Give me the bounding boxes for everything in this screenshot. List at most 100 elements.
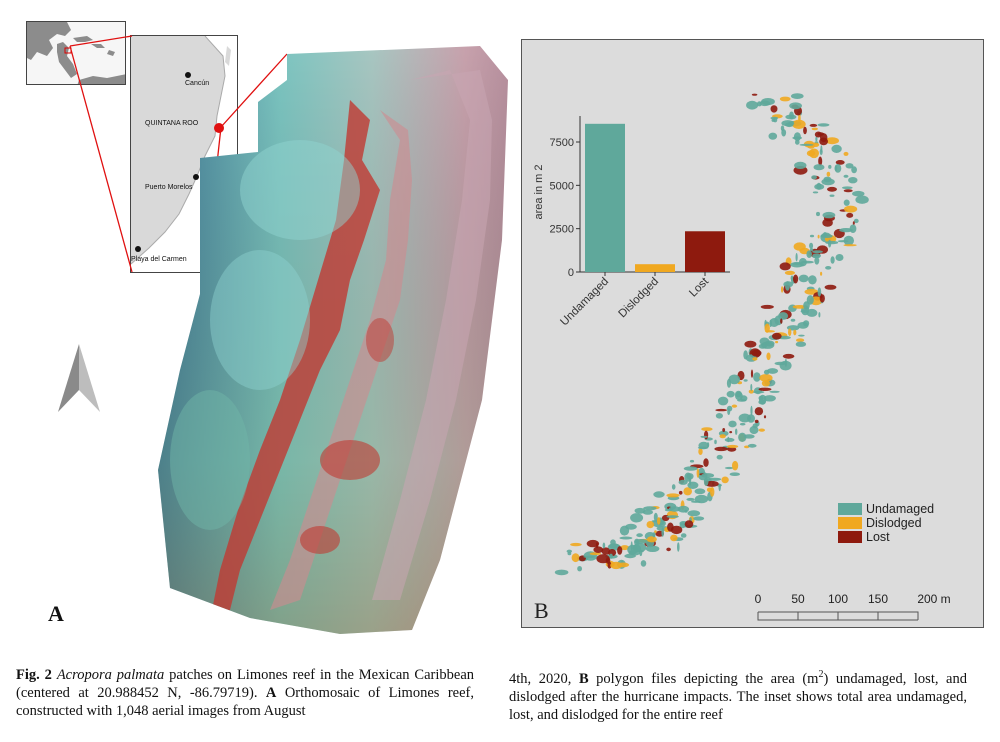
reef-patch — [687, 510, 701, 517]
reef-patch — [834, 164, 842, 173]
reef-patch — [601, 547, 611, 555]
reef-patch — [819, 294, 825, 303]
panel-b-label: B — [534, 598, 549, 623]
reef-patch — [758, 387, 772, 391]
scale-label-0: 0 — [755, 592, 762, 606]
reef-patch — [825, 240, 839, 245]
reef-patch — [779, 262, 791, 271]
reef-patch — [816, 182, 822, 190]
reef-patch — [728, 420, 737, 428]
reef-patch — [724, 437, 735, 442]
reef-patch — [768, 132, 778, 140]
reef-patch — [788, 328, 792, 337]
reef-patch — [671, 484, 676, 490]
reef-patch — [759, 100, 771, 107]
reef-patch — [687, 481, 699, 489]
reef-patch — [799, 143, 814, 146]
figure-caption-right: 4th, 2020, B polygon files depicting the… — [509, 666, 967, 724]
reef-patch — [701, 473, 715, 478]
reef-patch — [803, 301, 810, 310]
reef-patch — [684, 520, 694, 528]
panel-a: Cancún QUINTANA ROO Puerto Morelos Playa… — [0, 0, 520, 650]
legend-item-lost: Lost — [838, 530, 934, 544]
reef-patch — [766, 368, 779, 374]
reef-patch — [849, 224, 857, 233]
reef-patch — [739, 422, 746, 426]
reef-patch — [754, 419, 759, 424]
reef-patch — [769, 390, 780, 393]
reef-patch — [718, 483, 721, 492]
reef-patch — [577, 566, 582, 572]
reef-patch — [843, 199, 850, 206]
reef-patch — [769, 318, 779, 327]
reef-patch — [748, 389, 754, 394]
reef-patch — [846, 212, 854, 218]
panel-a-label: A — [48, 601, 64, 626]
reef-patch — [703, 477, 709, 486]
reef-patch — [724, 466, 734, 470]
reef-patch — [627, 544, 638, 555]
reef-patch — [797, 322, 809, 329]
caption-superscript: 2 — [818, 669, 824, 680]
reef-patch — [796, 338, 805, 343]
reef-patch — [800, 309, 809, 313]
reef-patch — [795, 253, 798, 262]
reef-patch — [689, 476, 692, 486]
panel-b: area in m 2 0 2500 5000 7500 Undamaged Dislo… — [521, 39, 984, 628]
reef-patch — [808, 275, 817, 285]
reef-patch — [809, 248, 814, 252]
reef-patch — [645, 545, 660, 552]
reef-patch — [793, 242, 806, 251]
locator-map-caribbean — [26, 21, 126, 85]
reef-patch — [793, 329, 797, 336]
scale-label-50: 50 — [791, 592, 805, 606]
bar-dislodged — [635, 264, 675, 272]
x-tick-label-lost: Lost — [687, 275, 711, 299]
puerto-morelos-marker — [193, 174, 199, 180]
reef-patch — [837, 240, 849, 243]
reef-patch — [750, 369, 754, 378]
reef-patch — [726, 405, 733, 412]
reef-patch — [566, 549, 572, 553]
reef-patch — [843, 151, 849, 156]
reef-patch — [670, 534, 678, 542]
chart-legend: Undamaged Dislodged Lost — [838, 502, 934, 544]
reef-patch — [843, 189, 853, 193]
reef-patch — [715, 413, 723, 419]
reef-patch — [726, 390, 735, 398]
reef-patch — [714, 439, 717, 445]
reef-patch — [640, 560, 647, 567]
reef-patch — [677, 542, 680, 552]
legend-swatch-lost — [838, 531, 862, 543]
caption-text-1: patches on Limones reef in the Mexican C… — [16, 667, 474, 701]
reef-patch — [703, 458, 709, 467]
reef-patch — [763, 369, 770, 375]
reef-patch — [774, 361, 787, 366]
reef-patch — [779, 96, 791, 102]
reef-patch — [798, 274, 809, 283]
reef-patch — [570, 542, 582, 547]
reef-patch — [743, 379, 748, 382]
legend-swatch-undamaged — [838, 503, 862, 515]
legend-label-undamaged: Undamaged — [866, 502, 935, 516]
reef-patch — [811, 175, 817, 180]
reef-patch — [852, 221, 855, 225]
scale-label-200m: 200 m — [917, 592, 950, 606]
reef-patch — [751, 349, 762, 357]
reef-patch — [839, 228, 853, 233]
caption-species: Acropora palmata — [56, 667, 165, 683]
reef-patch — [608, 543, 620, 549]
reef-patch — [710, 487, 715, 497]
reef-patch — [743, 350, 748, 360]
reef-patch — [657, 517, 661, 525]
reef-patch — [624, 553, 636, 559]
site-location-dot — [214, 123, 224, 133]
reef-patch — [803, 126, 807, 135]
reef-patch — [792, 119, 806, 129]
reef-patch — [792, 305, 807, 309]
legend-item-dislodged: Dislodged — [838, 516, 934, 530]
reef-patch — [694, 488, 706, 495]
reef-patch — [726, 378, 732, 388]
reef-patch — [747, 443, 757, 448]
reef-patch — [844, 205, 858, 213]
